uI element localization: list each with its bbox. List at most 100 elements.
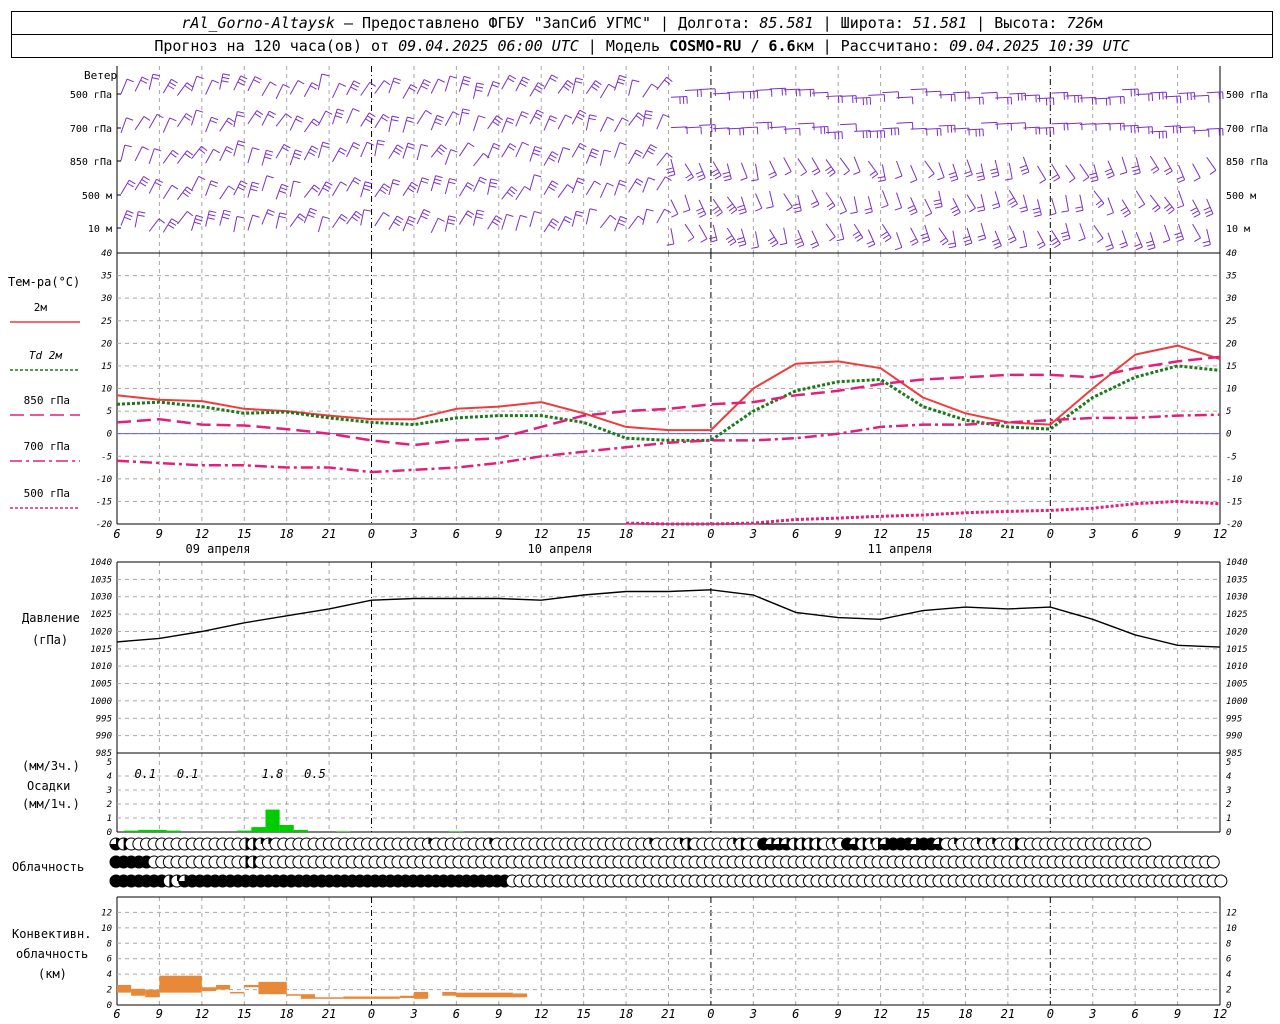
wind-barb [656,113,670,130]
wind-barb [247,110,264,125]
wind-barb-feather [351,145,359,150]
conv-x-tick-label: 12 [873,1007,887,1021]
wind-barb [543,115,558,131]
wind-barb-shaft [769,87,786,90]
wind-barb [444,75,458,92]
wind-barb-feather [420,85,428,90]
wind-barb-shaft [529,82,539,97]
latitude-value: 51.581 [912,14,968,32]
pressure-tick-left: 1040 [90,558,112,568]
wind-barb-shaft [839,157,851,171]
wind-barb-feather [395,147,402,153]
wind-barb-feather [182,192,189,198]
temp-tick-left: -20 [96,520,112,530]
legend-label-3: 700 гПа [24,440,70,453]
wind-barb [501,74,517,90]
wind-barb [811,157,821,176]
wind-barb-feather [595,80,602,86]
wind-barb [726,196,738,215]
wind-barb [501,186,518,200]
wind-barb [1163,196,1175,215]
wind-barb-shaft [303,145,313,161]
wind-barb-feather [196,109,204,113]
conv-title-2: облачность [16,947,88,961]
wind-barb-feather [1193,177,1201,182]
wind-barb-shaft [1037,199,1042,215]
wind-barb-feather [254,76,262,81]
wind-barb-feather [696,207,704,212]
wind-barb [571,142,587,158]
wind-barb-feather [285,113,292,119]
wind-barb-feather [549,77,557,82]
wind-barb [895,160,903,179]
wind-barb-shaft [543,151,553,166]
wind-barb [924,160,935,179]
wind-barb-feather [963,239,971,243]
wind-barb-feather [353,213,361,219]
wind-barb [402,181,419,196]
wind-barb [910,88,928,97]
temp-x-tick-label: 12 [873,527,887,541]
wind-barb [1075,194,1084,213]
wind-barb-shaft [515,215,521,231]
wind-barb [444,178,457,195]
wind-barb-feather [496,115,503,121]
wind-barb-shaft [755,231,759,248]
wind-barb-shaft [430,144,442,158]
wind-barb-shaft [585,148,593,164]
wind-barb [205,116,219,133]
conv-x-tick-label: 21 [1001,1007,1015,1021]
wind-barb [1007,189,1018,209]
wind-barb [289,115,304,131]
wind-barb-shaft [1022,230,1028,247]
wind-barb-feather [666,167,674,171]
wind-barb-shaft [1051,122,1068,125]
wind-barb-shaft [1206,228,1211,245]
wind-barb-feather [350,86,358,91]
wind-barb-feather [592,148,600,152]
temp-tick-right: 40 [1226,249,1237,259]
wind-barb-shaft [162,149,173,164]
wind-barb [933,190,943,209]
wind-barb-feather [636,178,644,183]
wind-barb [177,211,194,225]
wind-barb-feather [588,117,597,121]
wind-barb-feather [282,83,290,89]
wind-barb-shaft [317,74,323,90]
wind-barb-shaft [599,83,610,99]
wind-barb-feather [1107,174,1115,179]
wind-barb-feather [911,241,919,246]
precip-tick-right: 4 [1226,772,1231,782]
wind-barb-feather [666,76,673,82]
wind-barb-feather [1106,247,1114,251]
wind-barb-shaft [275,212,281,229]
convective-layer [512,993,528,998]
wind-barb-feather [340,181,347,186]
wind-barb-shaft [233,75,242,91]
wind-barb-shaft [839,223,845,240]
wind-barb-shaft [1008,225,1017,241]
wind-barb-feather [195,214,204,218]
wind-barb-shaft [571,143,581,158]
wind-barb-shaft [727,91,744,94]
wind-barb-feather [492,80,501,85]
wind-barb [176,150,194,164]
conv-tick-left: 2 [107,986,112,996]
wind-barb-shaft [966,96,984,99]
wind-barb-shaft [995,122,1012,125]
wind-barb-shaft [1122,124,1139,127]
wind-barb-shaft [360,112,370,127]
wind-barb-shaft [854,130,871,132]
wind-barb [1051,91,1069,100]
wind-barb-feather [1148,247,1156,251]
wind-barb [275,183,289,200]
pressure-tick-right: 1010 [1226,662,1248,672]
wind-barb-shaft [487,143,495,159]
wind-barb-feather [364,184,372,188]
wind-barb-feather [201,145,208,152]
wind-barb-feather [794,237,802,242]
wind-barb-feather [1005,178,1013,181]
wind-barb-shaft [1051,91,1068,94]
wind-barb-feather [376,143,385,146]
wind-barb-shaft [656,208,665,224]
